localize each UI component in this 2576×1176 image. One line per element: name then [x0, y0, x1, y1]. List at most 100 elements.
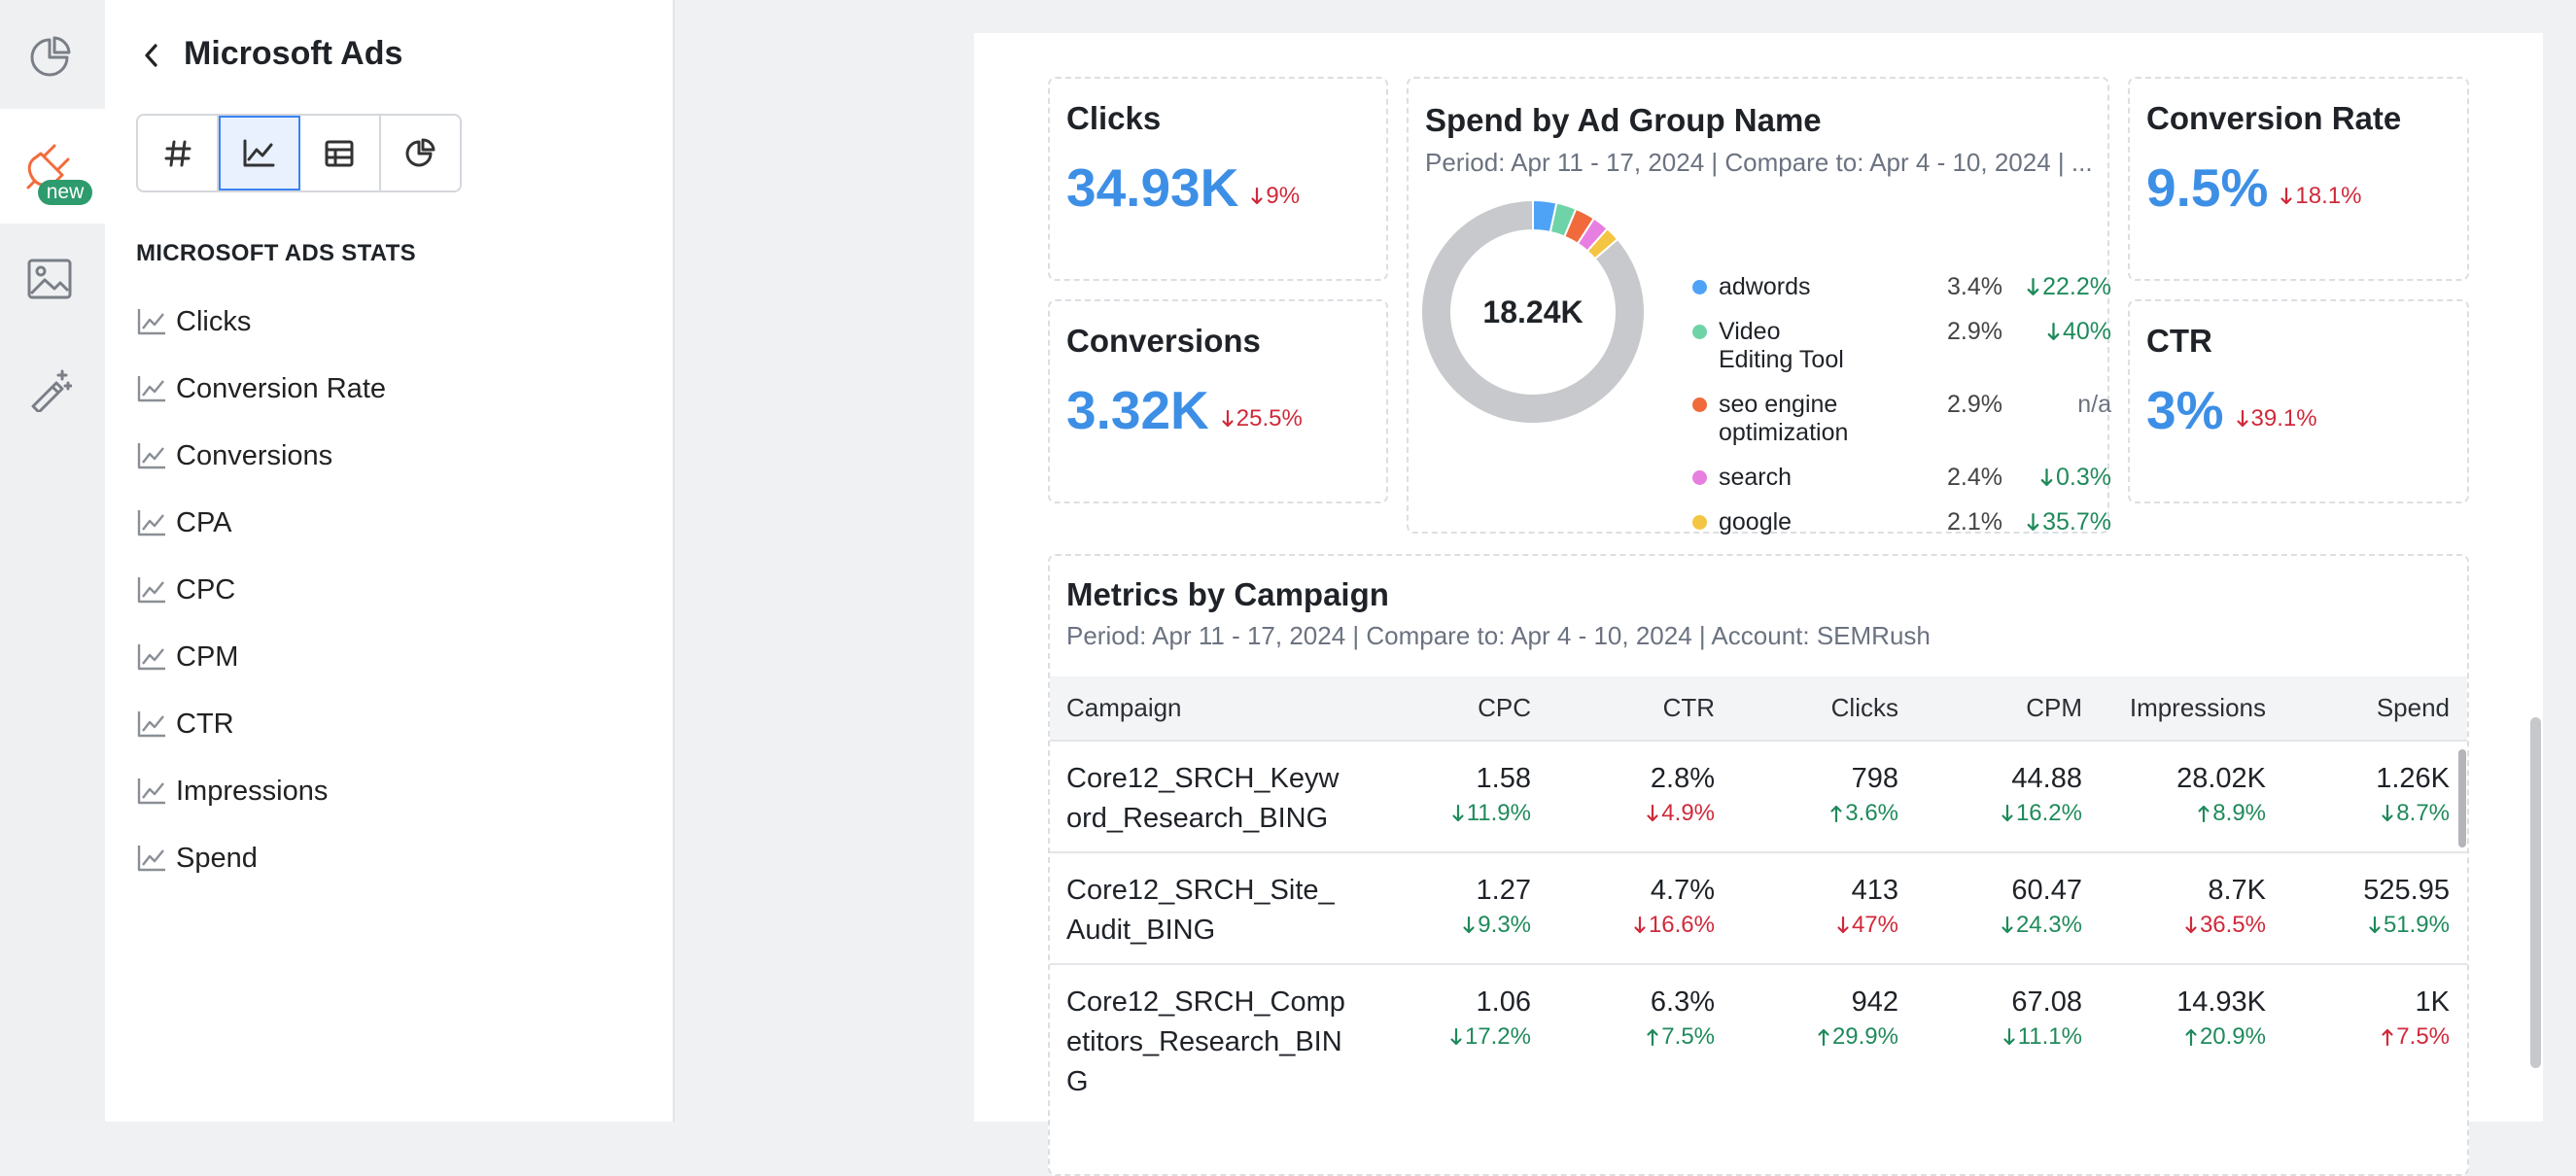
trend-arrow: [2382, 804, 2393, 822]
icon-shape: [137, 711, 165, 738]
legend-row: Video Editing Tool 2.9% 40%: [1692, 318, 2111, 374]
magic-icon[interactable]: [27, 367, 72, 412]
change: 9.3%: [1462, 911, 1531, 940]
column-header[interactable]: Impressions: [2100, 676, 2283, 741]
trend-arrow: [1830, 805, 1842, 823]
column-header[interactable]: CPC: [1365, 676, 1549, 741]
column-header[interactable]: Spend: [2283, 676, 2467, 741]
change-value: 7.5%: [1661, 1023, 1715, 1050]
donut-slice: [1420, 198, 1646, 425]
arrow-shape: [1647, 1028, 1658, 1047]
change-value: 47%: [1851, 912, 1898, 938]
number-view-button[interactable]: [138, 116, 220, 190]
metric-cell: 1.58 11.9%: [1365, 740, 1549, 852]
campaign-table: Campaign CPC CTR Clicks CPM Impressions Spend C…: [1050, 676, 2467, 1102]
legend-name: adwords: [1719, 273, 1811, 300]
metric-change: 8.9%: [2100, 799, 2266, 828]
stat-item[interactable]: CTR: [136, 705, 234, 744]
arrow-shape: [1634, 916, 1646, 934]
change-value: 4.9%: [1661, 800, 1715, 826]
column-header[interactable]: Clicks: [1732, 676, 1916, 741]
legend-change: 0.3%: [2002, 464, 2111, 492]
spend-subtitle: Period: Apr 11 - 17, 2024 | Compare to: …: [1425, 148, 2093, 177]
trend-arrow: [2027, 512, 2039, 532]
column-header[interactable]: CPM: [1916, 676, 2100, 741]
kpi-title: Conversions: [1066, 323, 1261, 359]
change: 8.9%: [2197, 799, 2266, 828]
stat-item[interactable]: CPC: [136, 571, 235, 609]
dashboards-icon[interactable]: [27, 35, 72, 80]
kpi-row: 9.5% 18.1%: [2146, 156, 2361, 219]
change-value: 40%: [2062, 318, 2111, 345]
trend-arrow: [2369, 916, 2381, 934]
trend-arrow: [1818, 1028, 1829, 1047]
metric-value: 8.7K: [2208, 875, 2266, 906]
change: 0.3%: [2039, 464, 2111, 492]
trend-arrow: [1452, 804, 1464, 822]
campaign-cell: Core12_SRCH_Site_Audit_BING: [1050, 851, 1365, 964]
chart-view-button[interactable]: [219, 116, 300, 190]
back-button[interactable]: [142, 43, 161, 68]
trend-arrow: [2280, 187, 2292, 205]
campaign-name: Core12_SRCH_Site_Audit_BING: [1066, 875, 1335, 946]
arrow-shape: [2185, 916, 2197, 934]
change: 9%: [1250, 183, 1300, 210]
change-value: 20.9%: [2199, 1023, 2266, 1050]
icon-shape: [137, 577, 165, 604]
icon-shape: [137, 443, 165, 469]
change-value: 24.3%: [2015, 912, 2082, 938]
stat-item[interactable]: CPM: [136, 638, 238, 676]
metric-change: 11.1%: [1916, 1022, 2082, 1052]
kpi-card: Conversion Rate 9.5% 18.1%: [2128, 77, 2469, 281]
change: 36.5%: [2184, 911, 2266, 940]
stat-item[interactable]: CPA: [136, 503, 231, 542]
metric-value: 1.26K: [2376, 763, 2450, 794]
arrow-shape: [2027, 277, 2039, 296]
column-header[interactable]: CTR: [1549, 676, 1732, 741]
campaign-row: Core12_SRCH_Competitors_Research_BING 1.0…: [1050, 963, 2467, 1102]
change: 7.5%: [2381, 1022, 2450, 1052]
metric-cell: 4.7% 16.6%: [1549, 851, 1732, 964]
table-scrollbar[interactable]: [2458, 749, 2466, 847]
change-value: 39.1%: [2250, 405, 2317, 432]
trend-arrow: [2047, 322, 2060, 341]
line-chart-icon: [137, 443, 165, 469]
stat-item[interactable]: Spend: [136, 839, 258, 878]
change-value: 16.6%: [1648, 912, 1715, 938]
legend-change: 35.7%: [2002, 508, 2111, 536]
line-chart-icon: [137, 846, 165, 872]
metric-cell: 1K 7.5%: [2283, 963, 2467, 1102]
arrow-shape: [1818, 1028, 1829, 1047]
legend-name: search: [1719, 464, 1793, 491]
icon-shape: [137, 846, 165, 872]
integrations-icon[interactable]: [25, 140, 76, 190]
metric-cell: 60.47 24.3%: [1916, 851, 2100, 964]
change: 17.2%: [1449, 1022, 1531, 1052]
legend-share: 2.4%: [1947, 464, 2002, 491]
table-view-button[interactable]: [300, 116, 381, 190]
change: 16.6%: [1633, 911, 1715, 940]
stat-item[interactable]: Impressions: [136, 772, 328, 811]
metric-value: 942: [1851, 986, 1898, 1018]
change: 11.1%: [2002, 1022, 2082, 1052]
stat-item[interactable]: Clicks: [136, 302, 251, 341]
arrow-shape: [1450, 1027, 1462, 1046]
campaign-name: Core12_SRCH_Keyword_Research_BING: [1066, 763, 1340, 834]
stat-item[interactable]: Conversion Rate: [136, 369, 386, 408]
page-scrollbar[interactable]: [2530, 717, 2541, 1068]
trend-arrow: [2027, 277, 2039, 296]
trend-arrow: [2236, 409, 2248, 428]
line-chart-icon: [137, 376, 165, 402]
metric-value: 2.8%: [1650, 763, 1715, 794]
pie-view-button[interactable]: [381, 116, 460, 190]
arrow-shape: [2382, 804, 2393, 822]
stat-label: CPM: [176, 640, 239, 673]
column-header[interactable]: Campaign: [1050, 676, 1365, 741]
stat-item[interactable]: Conversions: [136, 436, 332, 475]
stat-label: CPA: [176, 506, 232, 538]
images-icon[interactable]: [27, 259, 72, 299]
change-value: 11.1%: [2017, 1023, 2082, 1050]
icon-shape: [137, 510, 165, 536]
change: 22.2%: [2026, 273, 2111, 301]
